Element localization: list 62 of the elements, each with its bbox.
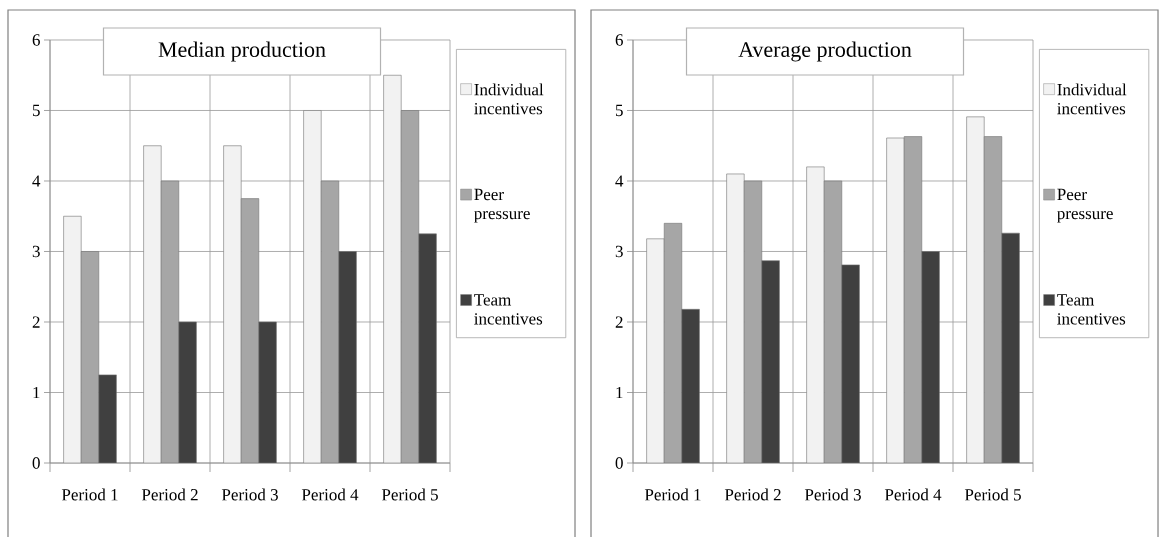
y-tick-label: 6 bbox=[615, 34, 623, 46]
x-tick-label: Period 2 bbox=[724, 488, 781, 501]
bar bbox=[886, 137, 905, 463]
bar bbox=[841, 264, 860, 463]
y-tick-label: 6 bbox=[32, 34, 40, 46]
chart-title: Average production bbox=[738, 41, 912, 62]
bar bbox=[240, 198, 260, 463]
legend-label: Team incentives bbox=[474, 294, 543, 325]
y-tick-label: 0 bbox=[32, 457, 40, 469]
bar bbox=[400, 110, 420, 463]
bar bbox=[223, 145, 242, 463]
bar bbox=[320, 180, 340, 463]
bar bbox=[726, 173, 745, 463]
bar bbox=[681, 309, 700, 463]
bar bbox=[921, 251, 940, 463]
bar bbox=[80, 251, 100, 463]
x-tick-label: Period 3 bbox=[221, 488, 278, 501]
bar bbox=[743, 180, 763, 463]
bar bbox=[143, 145, 162, 463]
x-tick-label: Period 1 bbox=[644, 488, 701, 501]
legend-label: Peer pressure bbox=[474, 188, 530, 223]
x-tick-label: Period 5 bbox=[964, 488, 1021, 501]
x-tick-label: Period 4 bbox=[884, 488, 942, 501]
text: Individual incentives bbox=[1057, 83, 1127, 115]
x-tick-label: Period 3 bbox=[804, 488, 861, 501]
y-tick-label: 1 bbox=[616, 386, 623, 399]
x-tick-label: Period 2 bbox=[141, 488, 198, 501]
text: Individual incentives bbox=[474, 83, 544, 115]
x-tick-label: Period 4 bbox=[301, 488, 359, 501]
bar bbox=[418, 233, 437, 463]
bar bbox=[178, 321, 197, 463]
bar bbox=[338, 251, 357, 463]
bar bbox=[806, 166, 825, 463]
bar bbox=[761, 260, 780, 463]
bar bbox=[160, 180, 180, 463]
bar bbox=[823, 180, 843, 463]
bar bbox=[303, 110, 322, 463]
y-tick-label: 1 bbox=[33, 386, 40, 399]
y-tick-label: 5 bbox=[615, 104, 623, 117]
x-tick-label: Period 1 bbox=[61, 488, 118, 501]
bar bbox=[98, 374, 117, 463]
y-tick-label: 2 bbox=[615, 316, 623, 328]
bar bbox=[966, 116, 985, 463]
x-tick-label: Period 5 bbox=[381, 488, 438, 501]
chart-title: Median production bbox=[158, 41, 326, 62]
y-tick-label: 3 bbox=[32, 245, 40, 258]
bar bbox=[663, 223, 683, 463]
bar bbox=[63, 215, 82, 463]
bar bbox=[383, 74, 402, 463]
y-tick-label: 2 bbox=[32, 316, 40, 328]
bar bbox=[646, 238, 665, 463]
legend-label: Peer pressure bbox=[1057, 188, 1113, 223]
y-tick-label: 4 bbox=[32, 175, 41, 187]
y-tick-label: 4 bbox=[615, 175, 624, 187]
bar bbox=[1001, 232, 1020, 463]
bar bbox=[983, 136, 1003, 463]
bar bbox=[258, 321, 277, 463]
bar bbox=[903, 136, 923, 463]
y-tick-label: 3 bbox=[615, 245, 623, 258]
y-tick-label: 0 bbox=[615, 457, 623, 469]
legend-label: Team incentives bbox=[1057, 294, 1126, 325]
y-tick-label: 5 bbox=[32, 104, 40, 117]
